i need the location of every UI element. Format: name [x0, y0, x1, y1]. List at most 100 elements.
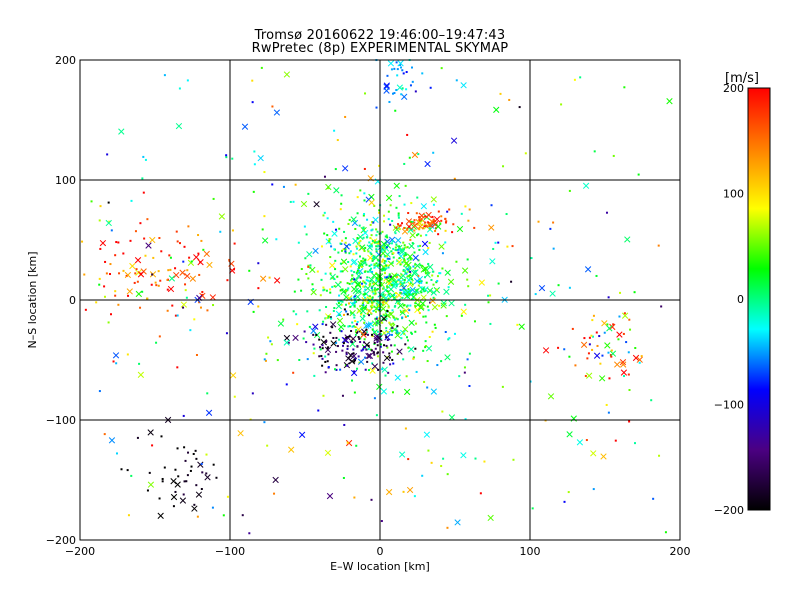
data-point-dot [424, 215, 427, 218]
data-point-dot [349, 243, 352, 246]
data-point-dot [320, 278, 323, 281]
data-point-x [377, 291, 384, 298]
data-point-dot [261, 228, 264, 231]
data-point-dot [359, 337, 362, 340]
data-point-dot [160, 435, 163, 438]
data-point-dot [322, 320, 325, 323]
data-point-dot [365, 279, 368, 282]
data-point-dot [263, 171, 266, 174]
data-point-dot [435, 288, 438, 291]
data-point-dot [549, 227, 552, 230]
data-point-dot [595, 331, 598, 334]
data-point-dot [190, 260, 193, 263]
data-point-dot [171, 304, 174, 307]
data-point-dot [148, 471, 151, 474]
data-point-dot [348, 335, 351, 338]
data-point-dot [390, 344, 393, 347]
data-point-dot [440, 215, 443, 218]
data-point-dot [605, 211, 608, 214]
data-point-dot [557, 284, 560, 287]
data-point-x [337, 323, 345, 331]
data-point-dot [297, 278, 300, 281]
data-point-dot [405, 375, 408, 378]
data-point-dot [379, 333, 382, 336]
data-point-dot [394, 274, 397, 277]
data-point-dot [403, 226, 406, 229]
data-point-x [259, 275, 267, 282]
data-point-x [333, 187, 340, 194]
data-point-dot [403, 287, 406, 290]
data-point-dot [375, 262, 378, 265]
data-point-dot [341, 349, 344, 352]
data-point-x [570, 415, 577, 422]
data-point-dot [358, 264, 361, 267]
data-point-dot [403, 278, 406, 281]
x-tick-label: 100 [520, 545, 541, 558]
data-point-dot [406, 296, 409, 299]
data-point-dot [377, 242, 380, 245]
data-point-dot [358, 224, 361, 227]
data-point-dot [622, 375, 625, 378]
data-point-x [424, 160, 431, 168]
data-point-dot [370, 349, 373, 352]
data-point-dot [400, 273, 403, 276]
data-point-x [292, 334, 299, 342]
data-point-dot [397, 251, 400, 254]
data-point-dot [427, 247, 430, 250]
data-point-dot [410, 331, 413, 334]
data-point-dot [474, 457, 477, 460]
data-point-dot [397, 278, 400, 281]
data-point-dot [359, 276, 362, 279]
data-point-dot [404, 427, 407, 430]
data-point-dot [524, 152, 527, 155]
data-point-dot [442, 457, 445, 460]
data-point-dot [307, 264, 310, 267]
data-point-dot [603, 331, 606, 334]
data-point-dot [612, 154, 615, 157]
data-point-x [413, 277, 421, 285]
data-point-dot [418, 280, 421, 283]
data-point-dot [347, 287, 350, 290]
data-point-dot [377, 368, 380, 371]
data-point-dot [345, 351, 348, 354]
data-point-dot [343, 308, 346, 311]
data-point-dot [307, 277, 310, 280]
data-point-dot [393, 92, 396, 95]
data-point-dot [381, 269, 384, 272]
data-point-x [427, 263, 434, 271]
data-point-x [566, 431, 573, 438]
data-point-dot [318, 338, 321, 341]
data-point-dot [409, 256, 412, 259]
data-point-x [175, 122, 183, 130]
data-point-dot [404, 315, 407, 318]
data-point-dot [468, 384, 471, 387]
data-point-dot [185, 480, 188, 483]
data-point-x [354, 293, 361, 300]
data-point-dot [371, 239, 374, 242]
data-point-x [408, 242, 415, 250]
data-point-dot [399, 283, 402, 286]
data-point-dot [377, 241, 380, 244]
data-point-dot [407, 212, 410, 215]
data-point-dot [355, 331, 358, 334]
data-point-dot [376, 230, 379, 233]
data-point-dot [105, 272, 108, 275]
data-point-dot [390, 242, 393, 245]
data-point-dot [360, 313, 363, 316]
data-point-dot [418, 219, 421, 222]
data-point-dot [401, 261, 404, 264]
data-point-x [421, 240, 429, 248]
data-point-dot [103, 433, 106, 436]
data-point-dot [386, 74, 389, 77]
data-point-x [582, 182, 590, 189]
data-point-dot [401, 316, 404, 319]
data-point-dot [328, 240, 331, 243]
data-point-dot [344, 364, 347, 367]
data-point-x [326, 492, 334, 500]
data-point-x [360, 331, 367, 338]
data-point-x [380, 388, 388, 395]
data-point-dot [122, 269, 125, 272]
data-point-dot [381, 230, 384, 233]
data-point-dot [371, 270, 374, 273]
data-point-dot [382, 293, 385, 296]
